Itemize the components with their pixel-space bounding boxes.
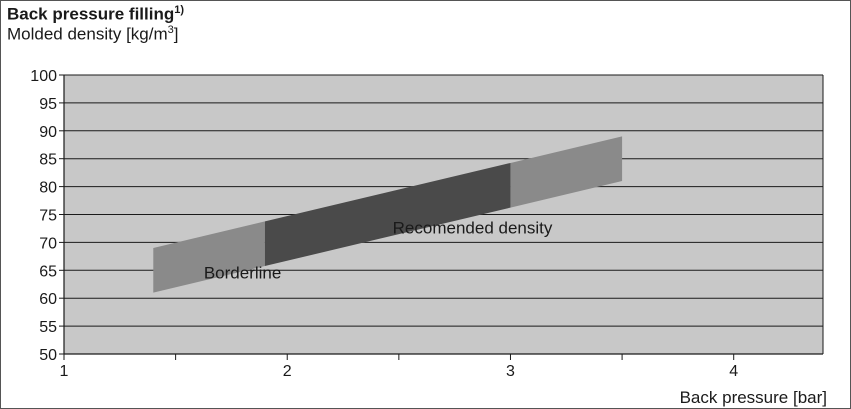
y-axis-label: Molded density [kg/m3]	[7, 24, 179, 45]
annotation-0: Borderline	[204, 264, 282, 283]
x-tick-label-1: 1	[60, 363, 69, 380]
band-segment-0	[153, 221, 265, 293]
x-tick-label-3: 3	[506, 363, 515, 380]
band-segment-2	[510, 136, 623, 208]
y-tick-label-75: 75	[39, 208, 57, 225]
y-tick-label-55: 55	[39, 319, 57, 336]
y-tick-label-100: 100	[30, 68, 57, 85]
title-footnote: 1)	[174, 4, 185, 16]
chart-title-text: Back pressure filling	[7, 4, 175, 24]
x-axis-label: Back pressure [bar]	[680, 388, 827, 407]
x-tick-label-2: 2	[283, 363, 292, 380]
y-tick-label-95: 95	[39, 96, 57, 113]
y-tick-label-70: 70	[39, 235, 57, 252]
y-axis-label-exponent: 3	[167, 24, 174, 36]
y-tick-label-60: 60	[39, 291, 57, 308]
chart-title: Back pressure filling1)	[7, 4, 184, 25]
y-tick-label-80: 80	[39, 180, 57, 197]
y-tick-label-65: 65	[39, 263, 57, 280]
y-tick-label-90: 90	[39, 124, 57, 141]
y-tick-label-85: 85	[39, 152, 57, 169]
y-axis-label-close: ]	[173, 24, 179, 44]
y-axis-label-text: Molded density [kg/m	[7, 24, 168, 44]
annotation-1: Recomended density	[393, 218, 553, 237]
y-tick-label-50: 50	[39, 347, 57, 364]
x-tick-label-4: 4	[729, 363, 738, 380]
band-segment-1	[264, 162, 511, 267]
